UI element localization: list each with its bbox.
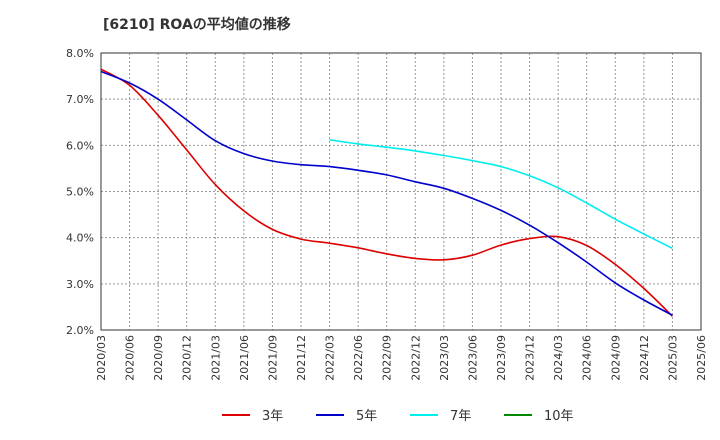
x-tick-label: 2022/12 (409, 335, 422, 381)
series-line-3 (329, 139, 673, 250)
x-tick-label: 2023/09 (495, 335, 508, 381)
y-tick-label: 8.0% (66, 47, 94, 60)
x-tick-label: 2023/06 (466, 335, 479, 381)
x-tick-label: 2020/09 (152, 335, 165, 381)
legend-label: 10年 (544, 409, 574, 424)
x-tick-label: 2021/03 (209, 335, 222, 381)
legend-label: 5年 (356, 409, 377, 424)
x-tick-label: 2024/06 (581, 335, 594, 381)
x-tick-label: 2020/03 (95, 335, 108, 381)
x-axis-ticks: 2020/03 2020/06 2020/09 2020/12 2021/03 2021/… (95, 335, 708, 381)
y-tick-label: 3.0% (66, 278, 94, 291)
plot-border (100, 52, 702, 331)
y-tick-label: 6.0% (66, 139, 94, 152)
x-tick-label: 2024/12 (638, 335, 651, 381)
series-line-1 (100, 68, 673, 317)
y-tick-label: 5.0% (66, 186, 94, 199)
chart-title: [6210] ROAの平均値の推移 (103, 17, 291, 33)
x-tick-label: 2025/03 (666, 335, 679, 381)
x-tick-label: 2022/03 (324, 335, 337, 381)
x-tick-label: 2020/06 (124, 335, 137, 381)
series-line-2 (100, 70, 673, 316)
x-tick-label: 2022/06 (352, 335, 365, 381)
grid-lines (101, 53, 701, 330)
x-tick-label: 2021/09 (266, 335, 279, 381)
x-tick-label: 2021/06 (238, 335, 251, 381)
y-tick-label: 4.0% (66, 232, 94, 245)
x-tick-label: 2024/03 (552, 335, 565, 381)
legend-label: 3年 (262, 409, 283, 424)
y-tick-label: 7.0% (66, 93, 94, 106)
x-tick-label: 2025/06 (695, 335, 708, 381)
x-tick-label: 2024/09 (609, 335, 622, 381)
x-tick-label: 2021/12 (295, 335, 308, 381)
y-axis-ticks: 2.0% 3.0% 4.0% 5.0% 6.0% 7.0% 8.0% (66, 47, 94, 337)
series-lines (100, 68, 673, 317)
x-tick-label: 2023/12 (524, 335, 537, 381)
legend-label: 7年 (450, 409, 471, 424)
x-tick-label: 2022/09 (381, 335, 394, 381)
legend: 3年 5年 7年 10年 (222, 409, 574, 424)
x-tick-label: 2020/12 (181, 335, 194, 381)
y-tick-label: 2.0% (66, 324, 94, 337)
x-tick-label: 2023/03 (438, 335, 451, 381)
